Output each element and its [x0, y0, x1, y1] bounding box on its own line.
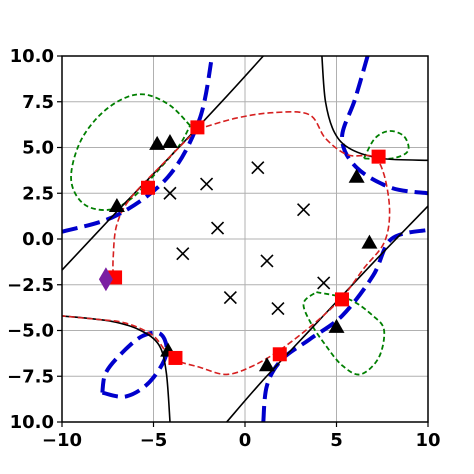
y-tick-label: 0.0 [22, 229, 54, 250]
y-tick-label: 7.5 [22, 92, 54, 113]
x-tick-label: −10 [42, 430, 82, 451]
x-tick-label: −5 [140, 430, 168, 451]
y-tick-label: 2.5 [22, 183, 54, 204]
y-tick-label: 5.0 [22, 138, 54, 159]
y-tick-label: −7.5 [7, 366, 54, 387]
y-tick-label: 10.0 [10, 412, 54, 433]
square-marker [168, 351, 182, 365]
x-tick-label: 0 [239, 430, 252, 451]
square-marker [335, 292, 349, 306]
y-tick-label: −5.0 [7, 321, 54, 342]
square-marker [141, 181, 155, 195]
x-tick-label: 5 [330, 430, 343, 451]
y-tick-label: 10.0 [10, 46, 54, 67]
x-tick-label: 10 [415, 430, 440, 451]
square-marker [190, 120, 204, 134]
square-marker [372, 150, 386, 164]
square-marker [273, 347, 287, 361]
y-tick-label: −2.5 [7, 275, 54, 296]
